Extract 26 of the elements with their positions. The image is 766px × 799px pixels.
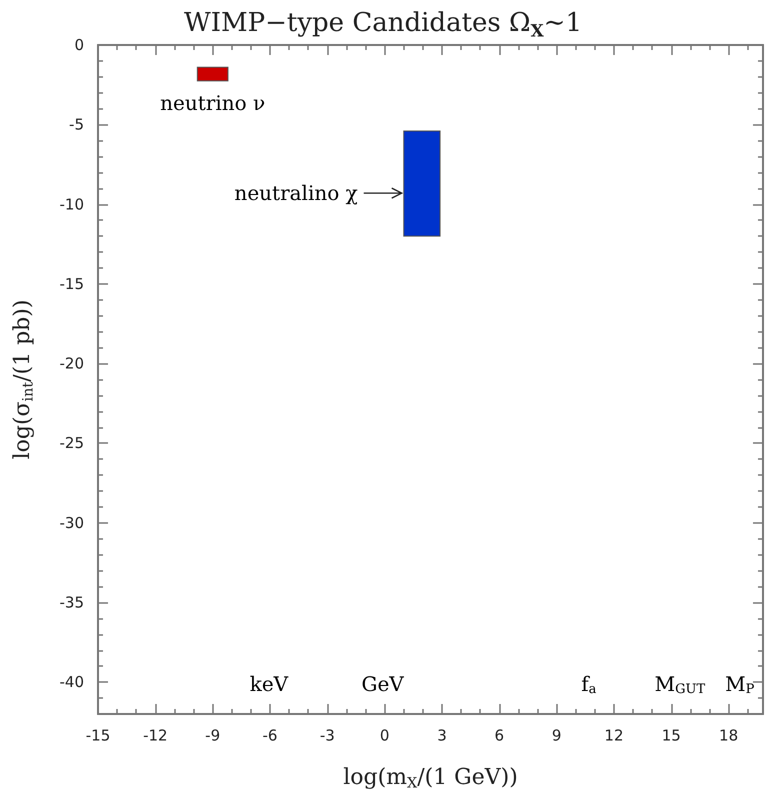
x-tick-label: -9: [205, 726, 220, 744]
y-tick-label: -15: [60, 274, 84, 293]
y-axis-title: log(σint/(1 pb)): [10, 300, 37, 460]
x-tick-label: -3: [320, 726, 335, 744]
x-tick-label: -6: [262, 726, 278, 744]
x-tick-label: 18: [719, 726, 738, 744]
annotation: neutrino ν: [160, 90, 266, 115]
y-tick-label: -35: [60, 594, 84, 612]
x-tick-label: 12: [604, 726, 624, 744]
x-tick-label: 9: [552, 726, 562, 744]
y-tick-label: -20: [60, 354, 84, 373]
x-tick-label: 6: [494, 726, 504, 744]
y-tick-label: -40: [60, 673, 84, 692]
annotation: keV: [250, 672, 289, 696]
y-tick-label: -25: [60, 434, 84, 452]
y-tick-label: -5: [69, 116, 84, 134]
y-tick-label: 0: [74, 36, 84, 54]
x-tick-label: 15: [662, 726, 681, 744]
annotation: GeV: [361, 672, 404, 696]
x-tick-label: 3: [437, 726, 447, 744]
y-tick-label: -30: [60, 514, 84, 532]
x-tick-label: 0: [380, 726, 390, 744]
annotation: neutralino χ: [234, 181, 358, 206]
x-tick-label: -12: [143, 726, 168, 744]
y-tick-label: -10: [60, 195, 84, 214]
x-tick-label: -15: [86, 726, 110, 744]
